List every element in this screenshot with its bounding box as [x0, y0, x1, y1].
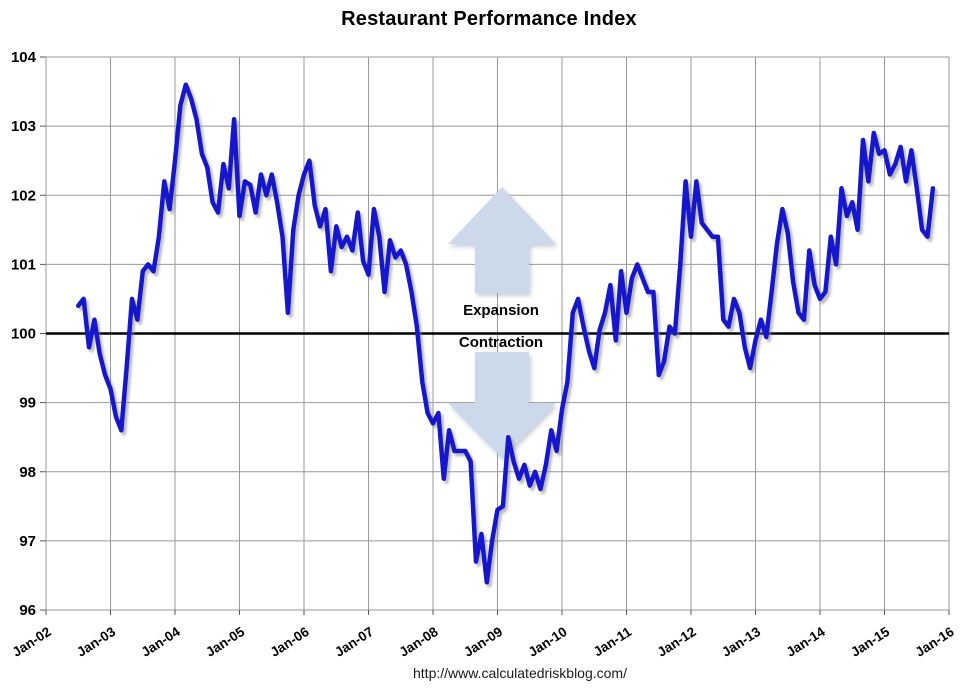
x-tick-label: Jan-15: [848, 624, 892, 660]
expansion-up-arrow: [448, 187, 556, 293]
x-tick-label: Jan-10: [526, 624, 570, 660]
x-tick-label: Jan-06: [268, 624, 312, 660]
x-tick-label: Jan-02: [10, 624, 54, 660]
y-tick-label: 103: [11, 118, 36, 135]
y-tick-label: 101: [11, 256, 36, 273]
contraction-label: Contraction: [458, 334, 544, 351]
x-tick-label: Jan-07: [332, 624, 376, 660]
y-tick-label: 98: [19, 464, 36, 481]
y-tick-label: 104: [11, 49, 37, 66]
contraction-down-arrow: [448, 352, 556, 458]
y-tick-label: 102: [11, 187, 36, 204]
rpi-data-line: [76, 82, 936, 585]
x-tick-label: Jan-08: [397, 624, 441, 660]
x-tick-label: Jan-09: [461, 624, 505, 660]
y-tick-label: 99: [19, 395, 36, 412]
x-tick-label: Jan-05: [203, 624, 247, 660]
source-url: http://www.calculatedriskblog.com/: [413, 665, 627, 681]
y-tick-label: 96: [19, 602, 36, 619]
x-tick-label: Jan-14: [784, 624, 828, 660]
expansion-label: Expansion: [463, 302, 539, 319]
x-tick-label: Jan-11: [591, 624, 635, 660]
y-tick-label: 100: [11, 326, 36, 343]
x-tick-label: Jan-16: [913, 624, 957, 660]
x-tick-label: Jan-04: [139, 624, 183, 660]
x-tick-label: Jan-03: [74, 624, 118, 660]
y-tick-label: 97: [19, 533, 36, 550]
x-tick-label: Jan-13: [719, 624, 763, 660]
x-tick-label: Jan-12: [655, 624, 699, 660]
chart-title: Restaurant Performance Index: [341, 8, 637, 30]
